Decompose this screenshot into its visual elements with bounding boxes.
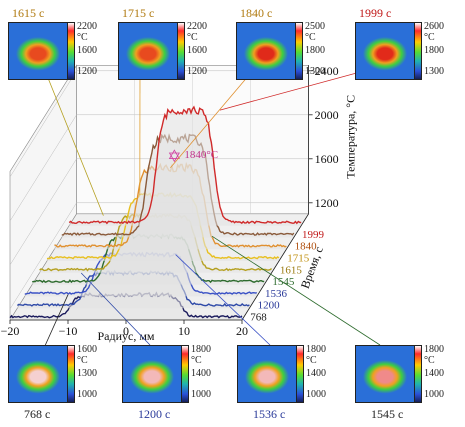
colorbar-tick: 1800 [191,344,211,355]
leader-line [80,272,151,346]
series-line [68,105,302,225]
grid-line [9,70,309,178]
thermogram-caption: 1536 с [253,407,286,421]
y-tick-label: 1200 [315,196,339,210]
colorbar-tick: °C [77,355,88,366]
x-tick-label: 20 [236,324,248,338]
colorbar-tick: °C [306,355,317,366]
colorbar-tick: 1800 [305,45,325,56]
x-tick-label: −20 [1,324,20,338]
grid-line [9,114,309,222]
leader-line [175,254,271,346]
colorbar-tick: °C [77,32,88,43]
z-tick-label: 1715 [287,252,310,264]
colorbar-tick: 1800 [306,344,326,355]
colorbar [67,345,75,403]
y-tick-label: 2400 [315,64,339,78]
series-area [69,107,302,226]
colorbar-tick: 2500 [305,21,325,32]
thermogram-caption: 1615 с [12,6,45,20]
thermal-image [8,345,68,403]
z-axis-line [241,213,309,321]
thermogram-caption: 768 с [24,407,51,421]
x-tick-label: 10 [178,324,190,338]
leader-line [43,67,104,216]
leader-line [43,294,69,349]
colorbar-tick: °C [305,32,316,43]
thermal-image [355,345,415,403]
thermogram-caption: 1715 с [122,6,155,20]
colorbar-tick: 1200 [77,66,97,77]
thermal-image [8,22,68,80]
colorbar [296,345,304,403]
annotation-star: ✡ [167,147,181,166]
colorbar-tick: 1000 [306,389,326,400]
leader-line [219,67,376,111]
colorbar [67,22,75,80]
y-axis-label: Температура, °C [344,95,358,179]
colorbar-tick: 2600 [424,21,444,32]
leader-line [211,235,381,346]
y-tick-label: 1600 [315,152,339,166]
colorbar-tick: °C [424,32,435,43]
colorbar [295,22,303,80]
colorbar-tick: 1300 [77,368,97,379]
thermogram-caption: 1840 с [240,6,273,20]
colorbar-tick: °C [187,32,198,43]
colorbar-tick: 1300 [305,66,325,77]
y-tick-label: 2000 [315,108,339,122]
z-tick-label: 1200 [258,300,281,312]
colorbar [414,22,422,80]
colorbar-tick: °C [424,355,435,366]
thermogram-caption: 1200 с [138,407,171,421]
colorbar [177,22,185,80]
colorbar-tick: 1800 [424,45,444,56]
colorbar-tick: °C [191,355,202,366]
colorbar-tick: 1400 [424,368,444,379]
colorbar [414,345,422,403]
grid-line [9,158,309,266]
colorbar-tick: 2200 [187,21,207,32]
z-tick-label: 768 [250,311,267,323]
colorbar-tick: 1400 [306,368,326,379]
colorbar-tick: 1000 [191,389,211,400]
colorbar-tick: 1800 [424,344,444,355]
z-tick-label: 1999 [302,229,325,241]
colorbar-tick: 1600 [187,45,207,56]
colorbar-tick: 1400 [191,368,211,379]
thermal-image [237,345,297,403]
annotation-label: 1840°C [184,149,218,161]
thermal-image [118,22,178,80]
thermal-image [236,22,296,80]
colorbar-tick: 1600 [77,344,97,355]
colorbar-tick: 1200 [187,66,207,77]
colorbar [181,345,189,403]
leader-line [170,67,256,169]
thermal-image [355,22,415,80]
colorbar-tick: 1000 [77,389,97,400]
x-tick-label: 0 [123,324,129,338]
colorbar-tick: 2200 [77,21,97,32]
thermogram-caption: 1999 с [359,6,392,20]
x-tick-label: −10 [59,324,78,338]
z-tick-label: 1536 [265,288,288,300]
colorbar-tick: 1600 [77,45,97,56]
z-tick-label: 1615 [280,264,303,276]
colorbar-tick: 1000 [424,389,444,400]
z-tick-label: 1840 [295,241,318,253]
grid-line [9,202,309,310]
x-axis-label: Радиус, мм [97,329,154,343]
thermal-image [122,345,182,403]
thermogram-caption: 1545 с [371,407,404,421]
colorbar-tick: 1300 [424,66,444,77]
